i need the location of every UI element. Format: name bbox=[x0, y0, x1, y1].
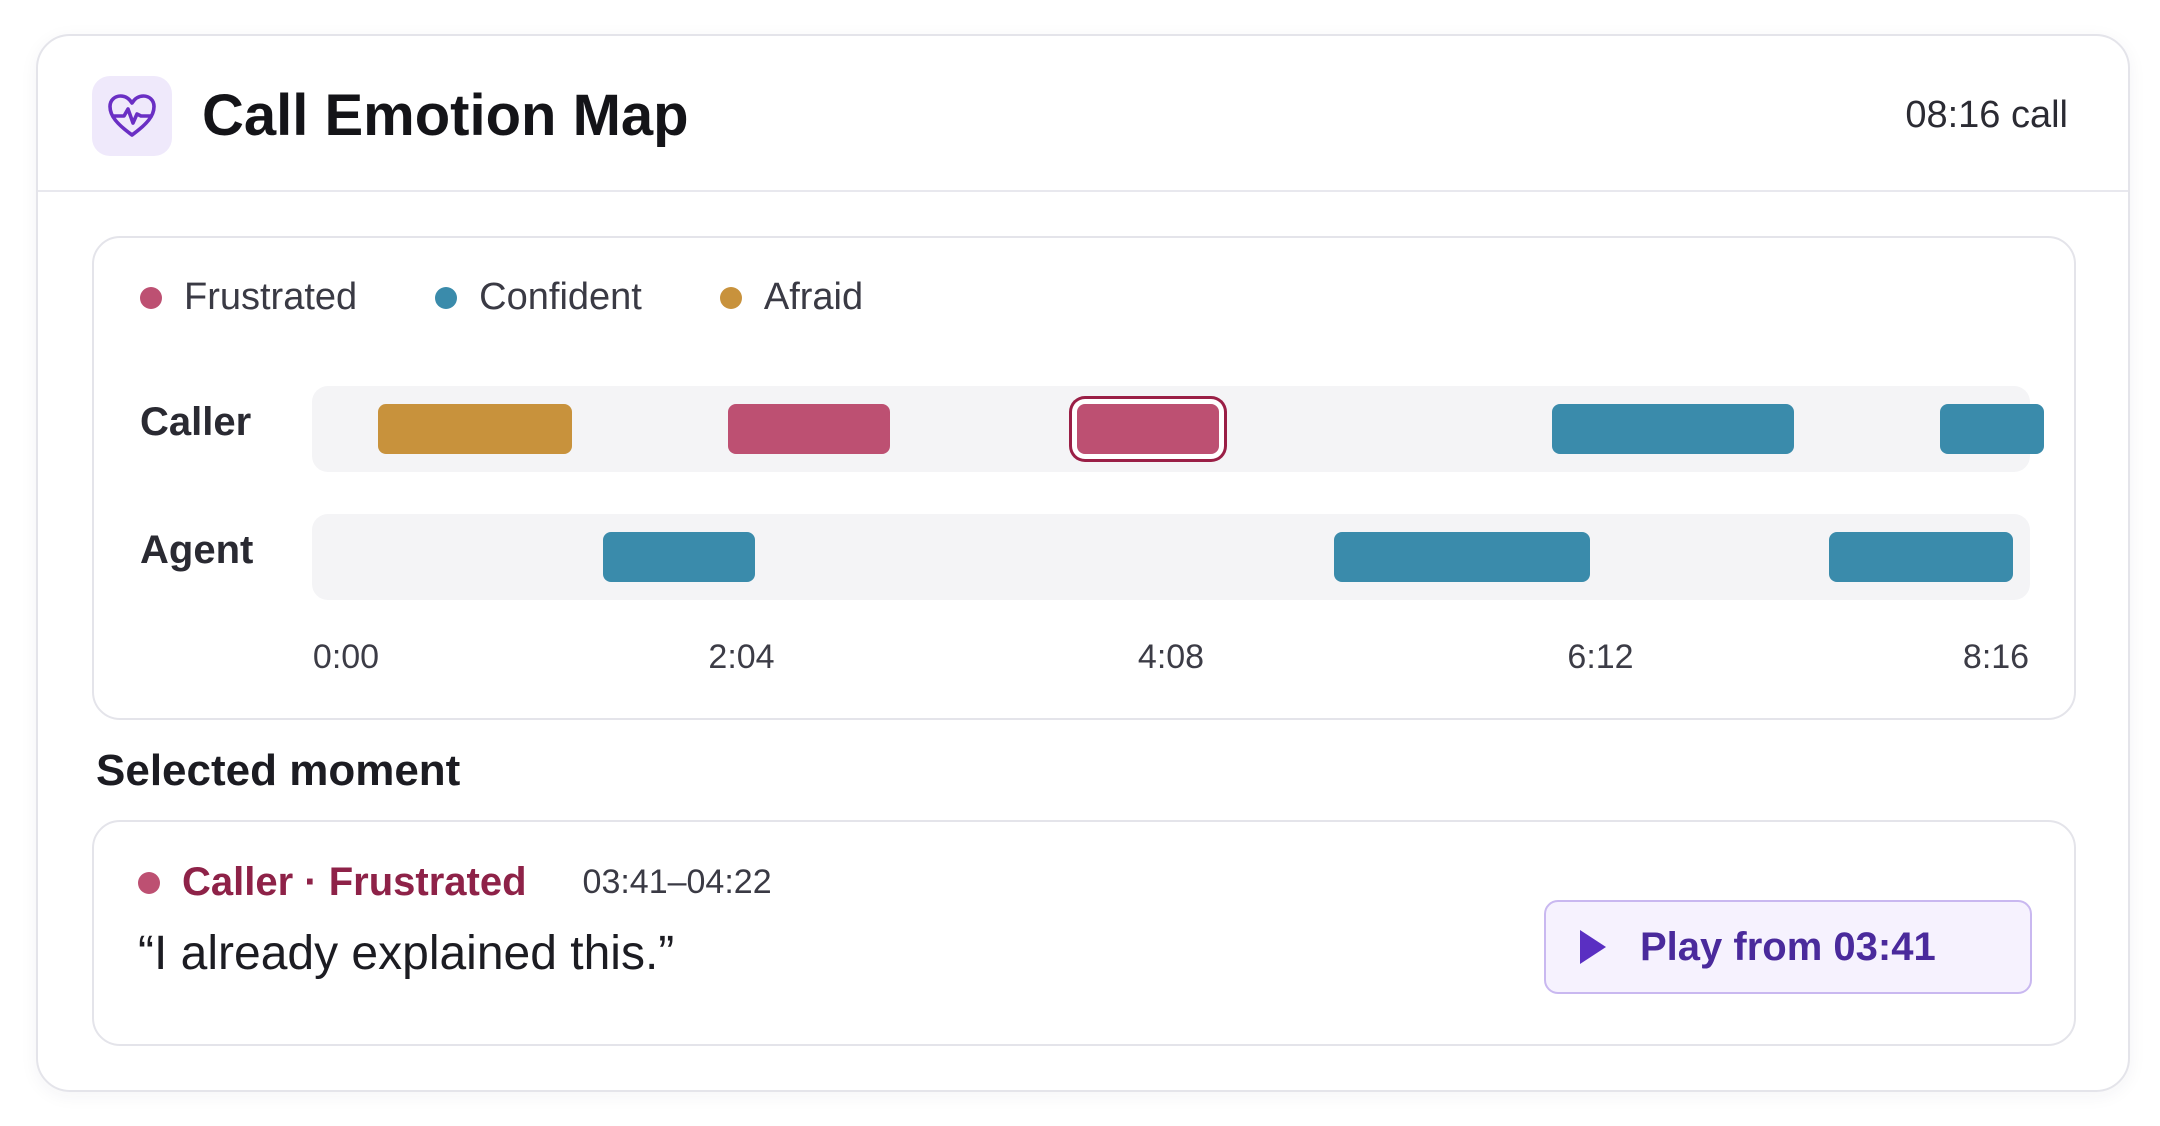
timeline-panel: Frustrated Confident Afraid Caller Agent 0… bbox=[92, 236, 2076, 720]
selected-moment-title: Selected moment bbox=[96, 746, 461, 795]
caller-segment-confident[interactable] bbox=[1939, 404, 2044, 454]
legend-dot-afraid bbox=[719, 286, 742, 309]
caller-track bbox=[312, 386, 2044, 472]
play-button-label: Play from 03:41 bbox=[1640, 924, 1936, 969]
call-duration: 08:16 call bbox=[1905, 94, 2068, 136]
row-label-agent: Agent bbox=[140, 528, 254, 572]
legend-label: Afraid bbox=[763, 276, 864, 318]
caller-segment-afraid[interactable] bbox=[377, 404, 572, 454]
time-tick: 2:04 bbox=[708, 638, 775, 676]
legend-label: Frustrated bbox=[184, 276, 358, 318]
time-tick: 6:12 bbox=[1567, 638, 1634, 676]
play-from-button[interactable]: Play from 03:41 bbox=[1544, 900, 2032, 994]
caller-segment-frustrated[interactable] bbox=[727, 404, 891, 454]
selected-moment-card: Caller · Frustrated 03:41–04:22 “I alrea… bbox=[92, 820, 2076, 1046]
time-tick: 8:16 bbox=[1962, 638, 2030, 676]
page-title: Call Emotion Map bbox=[202, 83, 689, 148]
legend-label: Confident bbox=[479, 276, 642, 318]
agent-segment-confident[interactable] bbox=[1333, 532, 1591, 582]
time-tick: 0:00 bbox=[312, 638, 380, 676]
agent-segment-confident[interactable] bbox=[1829, 532, 2013, 582]
legend-item-afraid: Afraid bbox=[719, 276, 864, 319]
caller-segment-frustrated-selected[interactable] bbox=[1077, 404, 1220, 454]
heart-pulse-icon bbox=[92, 76, 172, 156]
legend-dot-frustrated bbox=[140, 286, 162, 309]
agent-track bbox=[312, 514, 2030, 600]
emotion-map-card: Call Emotion Map 08:16 call Frustrated Co… bbox=[36, 34, 2130, 1092]
moment-quote: “I already explained this.” bbox=[138, 927, 675, 980]
row-label-caller: Caller bbox=[140, 400, 252, 444]
play-icon bbox=[1580, 930, 1606, 964]
moment-label: Caller · Frustrated bbox=[182, 860, 527, 904]
moment-header: Caller · Frustrated 03:41–04:22 bbox=[138, 860, 772, 905]
legend-dot-confident bbox=[435, 286, 458, 309]
caller-segment-confident[interactable] bbox=[1552, 404, 1795, 454]
legend-item-frustrated: Frustrated bbox=[140, 276, 357, 319]
legend-item-confident: Confident bbox=[435, 276, 642, 319]
moment-time-range: 03:41–04:22 bbox=[582, 863, 772, 901]
card-header: Call Emotion Map 08:16 call bbox=[38, 36, 2128, 192]
time-tick: 4:08 bbox=[1137, 638, 1205, 676]
moment-emotion-dot bbox=[138, 871, 160, 894]
legend: Frustrated Confident Afraid bbox=[140, 276, 941, 319]
agent-segment-confident[interactable] bbox=[602, 532, 756, 582]
